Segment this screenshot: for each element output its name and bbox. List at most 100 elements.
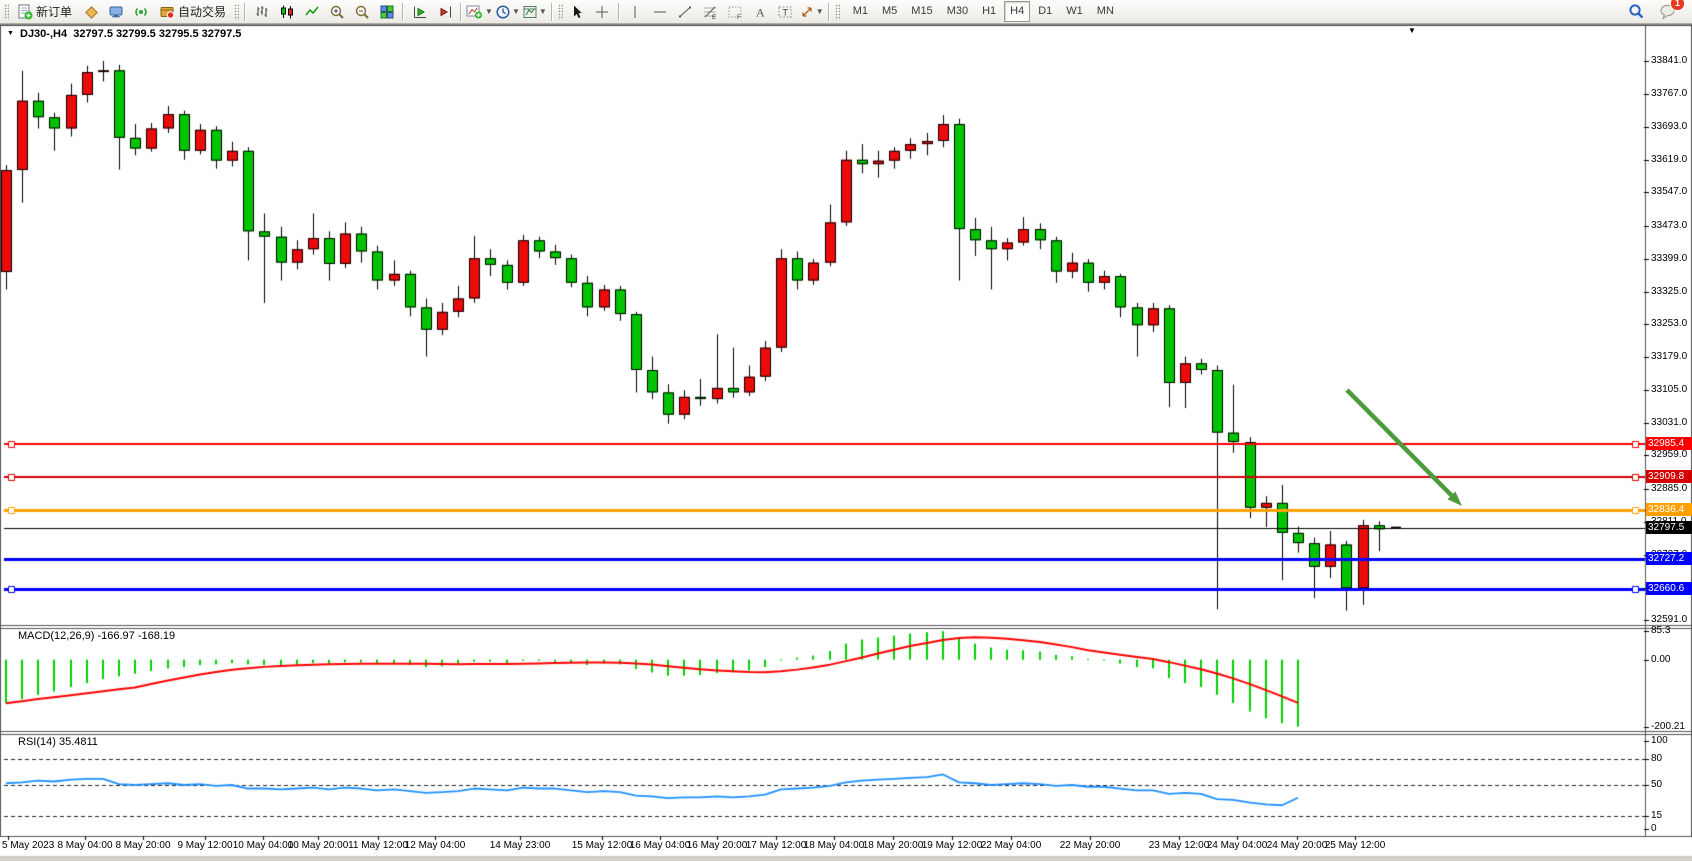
price-axis-tick-label: 32591.0 [1651,614,1688,626]
trend-arrow-annotation[interactable] [1327,378,1487,538]
new-order-icon [17,4,33,20]
auto-trading-icon [159,4,175,20]
toolbar-drag-handle[interactable] [4,3,9,20]
text-button[interactable]: A [748,0,773,23]
cursor-button[interactable] [565,0,590,23]
time-axis-tick-label: 11 May 12:00 [348,840,408,851]
text-label-button[interactable]: T [773,0,798,23]
macd-axis-tick-label: -200.21 [1651,720,1685,732]
time-axis-tick-label: 19 May 12:00 [921,840,983,851]
toolbar-drag-handle[interactable] [834,3,840,20]
toolbar-separator [244,2,247,21]
rsi-axis-tick-label: 0 [1651,823,1657,834]
rsi-indicator-label: RSI(14) 35.4811 [18,736,98,748]
bar-chart-button[interactable] [249,0,274,23]
toolbar-separator [827,2,830,21]
templates-button[interactable]: ▼ [521,0,548,23]
chart-canvas[interactable] [0,24,1692,858]
auto-scroll-button[interactable] [407,0,432,23]
toolbar-separator [402,2,405,21]
tile-windows-button[interactable] [374,0,399,23]
vertical-line-button[interactable] [623,0,648,23]
timeframe-button-mn[interactable]: MN [1096,5,1114,17]
hline-price-label[interactable]: 32660.6 [1646,581,1692,595]
periods-button[interactable]: ▼ [494,0,521,23]
time-axis-tick-label: 16 May 20:00 [686,840,748,851]
fibonacci-grid-button[interactable]: F [723,0,748,23]
new-order-button[interactable]: 新订单 [11,0,78,23]
timeframe-button-m1[interactable]: M1 [852,5,868,17]
svg-text:E: E [712,15,716,20]
time-axis-tick-label: 8 May 20:00 [115,840,171,851]
chevron-down-icon: ▼ [511,7,520,16]
zoom-out-button[interactable] [349,0,374,23]
price-axis-tick-label: 33693.0 [1651,121,1688,133]
time-axis-tick-label: 22 May 20:00 [1059,840,1121,851]
toolbar-separator [460,2,463,21]
candlestick-chart-button[interactable] [274,0,299,23]
hline-price-label[interactable]: 32985.4 [1646,436,1692,450]
time-axis-tick-label: 22 May 04:00 [980,840,1042,851]
chart-ohlc-values: 32797.5 32799.5 32795.5 32797.5 [73,28,242,40]
timeframe-button-w1[interactable]: W1 [1066,5,1083,17]
timeframe-button-h4[interactable]: H4 [1004,1,1031,22]
chart-shift-button[interactable] [432,0,457,23]
hline-price-label[interactable]: 32909.8 [1646,470,1692,484]
svg-text:T: T [783,7,789,17]
fibonacci-button[interactable]: E [698,0,723,23]
time-axis-tick-label: 24 May 04:00 [1206,840,1268,851]
indicators-button[interactable]: ▼ [465,0,494,23]
time-axis-tick-label: 17 May 12:00 [745,840,807,851]
hline-price-label[interactable]: 32836.4 [1646,503,1692,517]
time-axis-tick-label: 9 May 12:00 [177,840,233,851]
svg-text:A: A [756,5,765,19]
time-axis-tick-label: 16 May 04:00 [629,840,691,851]
hline-price-label[interactable]: 32727.2 [1646,552,1692,566]
chevron-down-icon: ▼ [538,7,547,16]
price-axis-tick-label: 33253.0 [1651,317,1688,329]
notification-badge: 1 [1670,0,1685,11]
toolbar: 新订单 自动交易 ▼ ▼ ▼ E F A T [0,0,1692,24]
macd-indicator-label: MACD(12,26,9) -166.97 -168.19 [18,630,176,642]
toolbar-separator [550,2,553,21]
toolbar-separator [617,2,620,21]
arrows-tool-button[interactable]: ▼ [798,0,825,23]
price-axis-tick-label: 33619.0 [1651,154,1688,166]
gold-diamond-icon[interactable] [78,0,103,23]
timeframe-button-m30[interactable]: M30 [946,5,969,17]
timeframe-button-h1[interactable]: H1 [982,5,997,17]
horizontal-line-button[interactable] [648,0,673,23]
auto-trading-button[interactable]: 自动交易 [153,0,232,23]
price-axis-tick-label: 33325.0 [1651,285,1688,297]
chart-title-caret-icon[interactable]: ▼ [7,30,14,37]
notifications-button[interactable]: 1 [1655,0,1685,23]
chevron-down-icon: ▼ [485,7,493,16]
timeframe-button-m5[interactable]: M5 [882,5,898,17]
green-signal-icon[interactable] [128,0,153,23]
rsi-axis-tick-label: 100 [1651,735,1668,746]
rsi-axis-tick-label: 50 [1651,779,1663,790]
toolbar-drag-handle[interactable] [557,3,563,20]
timeframe-button-m15[interactable]: M15 [911,5,933,17]
time-axis-tick-label: 18 May 04:00 [803,840,865,851]
timeframe-button-d1[interactable]: D1 [1038,5,1053,17]
price-axis-tick-label: 33841.0 [1651,54,1688,66]
current-price-label: 32797.5 [1646,520,1692,534]
macd-axis-tick-label: 85.3 [1651,625,1671,637]
time-axis-tick-label: 25 May 12:00 [1324,840,1386,851]
zoom-in-button[interactable] [324,0,349,23]
price-axis-tick-label: 32959.0 [1651,449,1688,461]
trendline-button[interactable] [673,0,698,23]
search-icon[interactable] [1624,0,1649,23]
chart-title: DJ30-,H4 32797.5 32799.5 32795.5 32797.5 [20,28,241,40]
time-axis-tick-label: 15 May 12:00 [571,840,633,851]
price-axis-tick-label: 33399.0 [1651,252,1688,264]
line-chart-button[interactable] [299,0,324,23]
timeframe-toolbar: M1 M5 M15 M30 H1 H4 D1 W1 MN [846,1,1121,22]
crosshair-button[interactable] [590,0,615,23]
last-bar-marker: ▼ [1408,26,1416,35]
time-axis-tick-label: 10 May 20:00 [287,840,349,851]
blue-monitor-icon[interactable] [103,0,128,23]
toolbar-drag-handle[interactable] [234,3,240,20]
